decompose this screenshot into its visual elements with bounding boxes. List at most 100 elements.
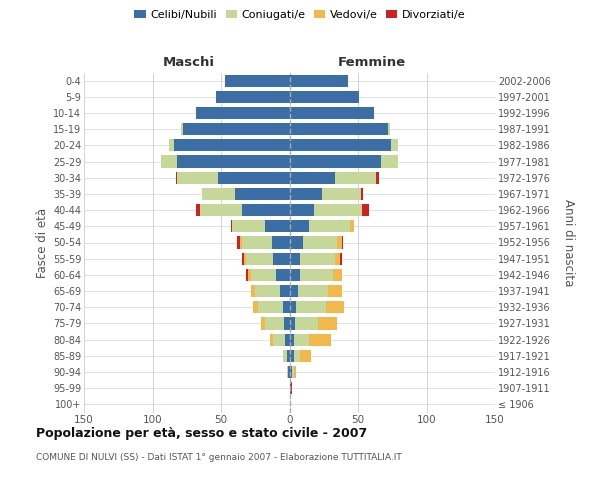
Bar [290, 236, 303, 248]
Y-axis label: Fasce di età: Fasce di età [35, 208, 49, 278]
Bar [290, 318, 295, 330]
Bar [301, 350, 311, 362]
Bar [258, 301, 283, 314]
Bar [341, 236, 343, 248]
Bar [293, 366, 296, 378]
Bar [290, 123, 388, 135]
Bar [284, 318, 290, 330]
Bar [242, 252, 244, 265]
Bar [350, 220, 354, 232]
Bar [196, 107, 290, 119]
Bar [182, 123, 290, 135]
Bar [235, 188, 290, 200]
Bar [245, 252, 273, 265]
Bar [298, 285, 328, 297]
Bar [225, 74, 290, 86]
Bar [296, 301, 326, 314]
Bar [196, 204, 200, 216]
Bar [290, 204, 314, 216]
Bar [295, 318, 318, 330]
Bar [290, 172, 335, 184]
Bar [314, 204, 362, 216]
Bar [238, 236, 240, 248]
Bar [240, 236, 242, 248]
Bar [215, 90, 290, 103]
Y-axis label: Anni di nascita: Anni di nascita [562, 199, 575, 286]
Bar [290, 334, 293, 345]
Bar [242, 236, 272, 248]
Bar [292, 366, 293, 378]
Bar [265, 318, 284, 330]
Bar [290, 220, 308, 232]
Bar [181, 123, 182, 135]
Bar [273, 334, 286, 345]
Bar [290, 366, 292, 378]
Bar [293, 350, 301, 362]
Bar [303, 236, 337, 248]
Bar [261, 318, 265, 330]
Bar [283, 350, 287, 362]
Bar [248, 269, 251, 281]
Text: COMUNE DI NULVI (SS) - Dati ISTAT 1° gennaio 2007 - Elaborazione TUTTITALIA.IT: COMUNE DI NULVI (SS) - Dati ISTAT 1° gen… [36, 452, 402, 462]
Bar [169, 140, 175, 151]
Bar [290, 301, 296, 314]
Bar [334, 269, 341, 281]
Bar [287, 366, 288, 378]
Text: Maschi: Maschi [163, 56, 215, 69]
Bar [290, 285, 298, 297]
Bar [340, 252, 341, 265]
Bar [290, 382, 291, 394]
Bar [276, 269, 290, 281]
Bar [288, 366, 290, 378]
Text: Popolazione per età, sesso e stato civile - 2007: Popolazione per età, sesso e stato civil… [36, 428, 367, 440]
Bar [245, 269, 248, 281]
Bar [242, 204, 290, 216]
Bar [301, 252, 335, 265]
Bar [362, 204, 369, 216]
Bar [361, 188, 364, 200]
Bar [290, 252, 301, 265]
Bar [177, 156, 290, 168]
Bar [287, 350, 290, 362]
Bar [290, 140, 391, 151]
Bar [200, 204, 242, 216]
Bar [273, 252, 290, 265]
Bar [244, 252, 245, 265]
Bar [177, 172, 218, 184]
Bar [308, 220, 350, 232]
Bar [176, 172, 177, 184]
Bar [381, 156, 398, 168]
Bar [391, 140, 398, 151]
Bar [232, 220, 265, 232]
Bar [283, 301, 290, 314]
Bar [251, 269, 276, 281]
Bar [335, 172, 376, 184]
Bar [308, 334, 331, 345]
Bar [265, 220, 290, 232]
Bar [255, 285, 280, 297]
Bar [328, 285, 341, 297]
Bar [271, 334, 273, 345]
Text: Femmine: Femmine [338, 56, 406, 69]
Bar [326, 301, 344, 314]
Bar [286, 334, 290, 345]
Bar [290, 188, 322, 200]
Bar [290, 156, 381, 168]
Bar [280, 285, 290, 297]
Bar [251, 285, 255, 297]
Bar [337, 236, 341, 248]
Bar [175, 140, 290, 151]
Bar [322, 188, 361, 200]
Legend: Celibi/Nubili, Coniugati/e, Vedovi/e, Divorziati/e: Celibi/Nubili, Coniugati/e, Vedovi/e, Di… [130, 6, 470, 25]
Bar [290, 350, 293, 362]
Bar [290, 74, 349, 86]
Bar [376, 172, 379, 184]
Bar [290, 107, 374, 119]
Bar [290, 90, 359, 103]
Bar [388, 123, 389, 135]
Bar [335, 252, 340, 265]
Bar [253, 301, 258, 314]
Bar [272, 236, 290, 248]
Bar [318, 318, 337, 330]
Bar [202, 188, 235, 200]
